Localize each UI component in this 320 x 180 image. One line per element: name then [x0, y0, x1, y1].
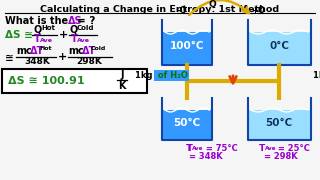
Text: Q: Q [33, 25, 41, 35]
Text: -Q: -Q [177, 6, 187, 15]
Text: Q: Q [208, 0, 216, 8]
Text: Q: Q [69, 25, 77, 35]
Text: Ave: Ave [40, 39, 53, 44]
Text: mc: mc [68, 46, 84, 56]
Bar [249, 32, 310, 64]
Text: = 25°C: = 25°C [275, 144, 310, 153]
Bar [163, 32, 211, 64]
Text: = 348K: = 348K [189, 152, 223, 161]
Text: 50°C: 50°C [265, 118, 292, 128]
Text: 0°C: 0°C [269, 41, 289, 51]
Text: T: T [71, 34, 78, 44]
Text: ΔS: ΔS [68, 16, 83, 26]
Text: +: + [58, 52, 67, 62]
Text: Ave: Ave [77, 39, 90, 44]
Text: mc: mc [16, 46, 32, 56]
Text: = ?: = ? [77, 16, 95, 26]
Text: ΔT: ΔT [82, 46, 96, 56]
Text: What is the: What is the [5, 16, 71, 26]
Text: ≅: ≅ [5, 53, 14, 63]
Text: of H₂O: of H₂O [155, 71, 188, 80]
Text: ΔT: ΔT [30, 46, 44, 56]
Text: 100°C: 100°C [170, 41, 204, 51]
Text: 0°C: 0°C [269, 41, 289, 51]
Text: 50°C: 50°C [173, 118, 201, 128]
Text: T: T [34, 34, 41, 44]
Text: 50°C: 50°C [265, 118, 292, 128]
Text: = 298K: = 298K [264, 152, 298, 161]
Text: = 75°C: = 75°C [203, 144, 238, 153]
Text: Hot: Hot [39, 46, 52, 51]
Text: T: T [187, 144, 193, 153]
Text: ΔS ≅: ΔS ≅ [5, 30, 33, 40]
Text: 1kg: 1kg [313, 71, 320, 80]
Text: K: K [118, 81, 126, 91]
Text: T: T [186, 144, 192, 153]
Text: Hot: Hot [41, 25, 55, 31]
Bar [163, 110, 211, 139]
Text: Cold: Cold [91, 46, 106, 51]
Text: Ave: Ave [192, 146, 204, 151]
Text: ΔS ≅ 100.91: ΔS ≅ 100.91 [8, 76, 84, 86]
Text: Calculating a Change in Entropy: 1st Method: Calculating a Change in Entropy: 1st Met… [40, 5, 280, 14]
Text: J: J [120, 70, 124, 80]
Text: +: + [59, 30, 68, 40]
Text: 348K: 348K [24, 57, 50, 66]
Text: Ave: Ave [265, 146, 276, 151]
Text: 1kg: 1kg [135, 71, 155, 80]
Bar [249, 110, 310, 139]
FancyBboxPatch shape [2, 69, 147, 93]
Text: +Q: +Q [251, 6, 265, 15]
Text: Cold: Cold [77, 25, 94, 31]
Text: T: T [259, 144, 265, 153]
Text: 298K: 298K [76, 57, 102, 66]
